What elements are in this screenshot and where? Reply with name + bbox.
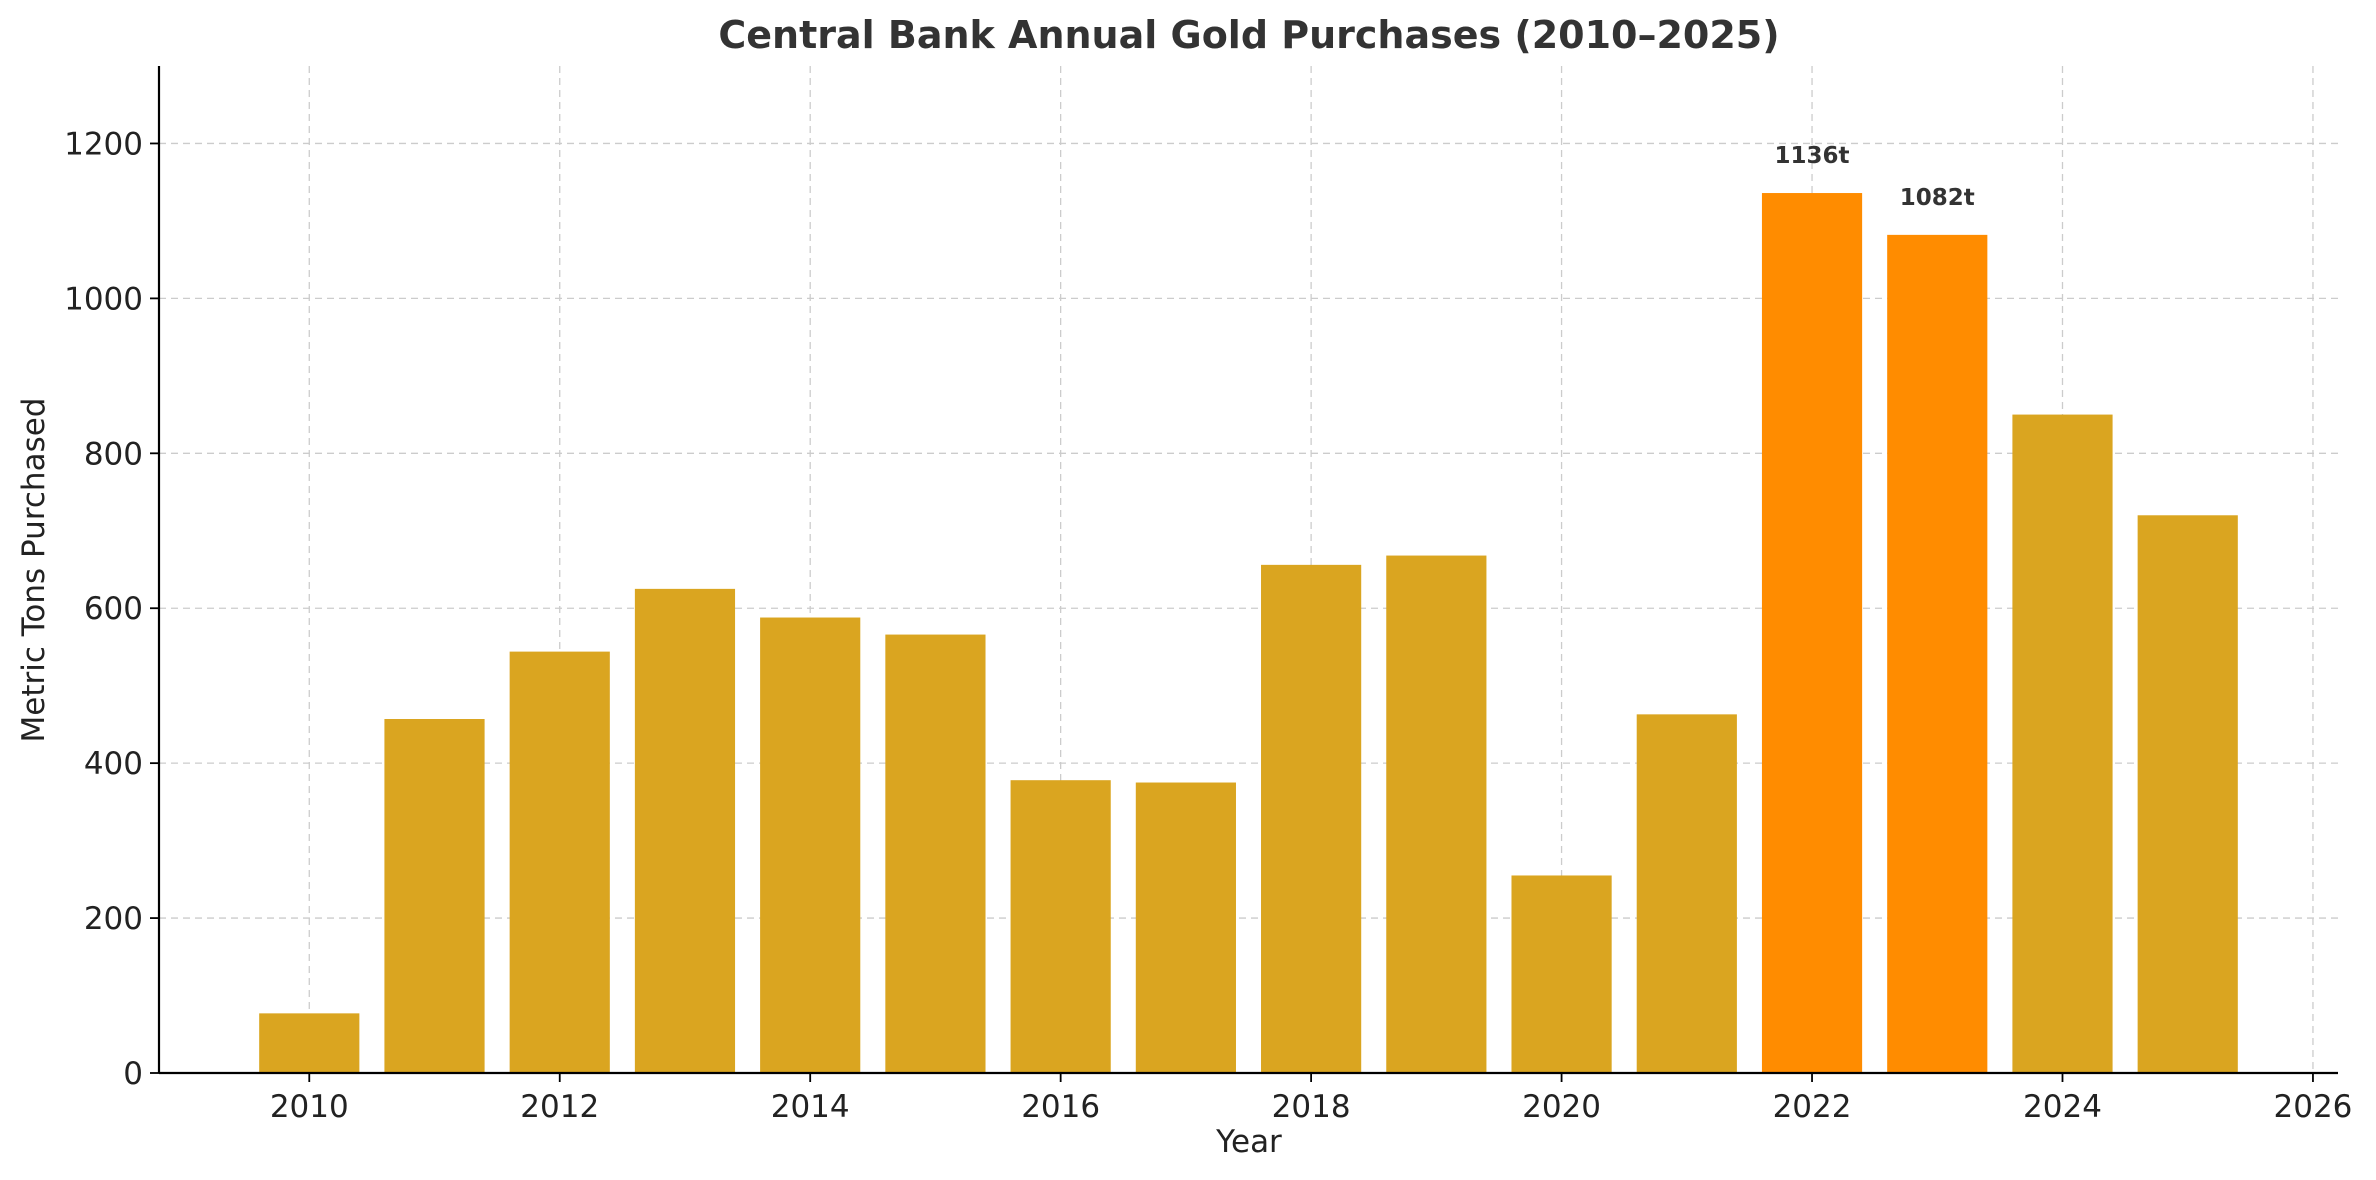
y-tick-label: 400 — [84, 746, 143, 782]
bar-2024 — [2012, 414, 2113, 1074]
x-tick-label: 2014 — [771, 1089, 850, 1125]
bar-2025 — [2137, 515, 2238, 1073]
y-tick-label: 1000 — [64, 281, 143, 317]
bar-2012 — [509, 651, 610, 1073]
bar-2010 — [259, 1013, 360, 1073]
bars — [259, 193, 2238, 1074]
data-labels: 1136t 1082t — [1775, 143, 1975, 211]
bar-2017 — [1135, 782, 1236, 1073]
data-label-2023: 1082t — [1900, 185, 1975, 211]
bar-2013 — [634, 588, 736, 1073]
x-tick-label: 2012 — [520, 1089, 599, 1125]
x-tick-label: 2022 — [1773, 1089, 1852, 1125]
x-tick-label: 2024 — [2023, 1089, 2102, 1125]
chart-title: Central Bank Annual Gold Purchases (2010… — [718, 13, 1779, 57]
y-tick-label: 800 — [84, 436, 143, 472]
y-tick-label: 1200 — [64, 126, 143, 162]
y-tick-label: 0 — [123, 1056, 143, 1092]
x-tick-label: 2010 — [270, 1089, 349, 1125]
bar-2021 — [1636, 714, 1737, 1073]
bar-2022 — [1761, 193, 1863, 1073]
x-axis-label: Year — [1215, 1124, 1282, 1160]
data-label-2022: 1136t — [1775, 143, 1850, 169]
bar-2018 — [1261, 564, 1362, 1073]
x-tick-label: 2020 — [1522, 1089, 1601, 1125]
y-tick-label: 600 — [84, 591, 143, 627]
grid — [159, 66, 2338, 1073]
bar-2016 — [1010, 780, 1111, 1073]
bar-2020 — [1511, 875, 1612, 1073]
y-tick-label: 200 — [84, 901, 143, 937]
y-axis-label: Metric Tons Purchased — [16, 398, 52, 743]
bar-2015 — [885, 634, 986, 1073]
bar-2019 — [1386, 555, 1487, 1073]
bar-2011 — [384, 719, 485, 1073]
bar-2023 — [1887, 234, 1988, 1073]
x-tick-label: 2026 — [2274, 1089, 2353, 1125]
x-tick-label: 2016 — [1021, 1089, 1100, 1125]
axes: 2010 2012 2014 2016 2018 2020 2022 2024 2026 0 200… — [64, 66, 2352, 1125]
x-tick-label: 2018 — [1272, 1089, 1351, 1125]
bar-2014 — [760, 617, 861, 1073]
